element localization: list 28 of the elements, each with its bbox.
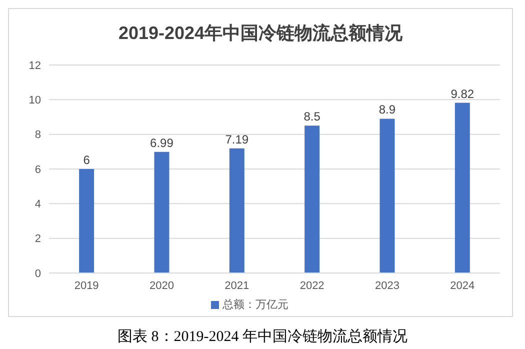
x-tick-label: 2019 [74, 280, 99, 292]
legend-label: 总额：万亿元 [222, 299, 288, 311]
y-tick-label: 12 [28, 60, 41, 72]
y-tick-label: 6 [34, 164, 41, 176]
bar [154, 152, 170, 273]
bar [304, 126, 320, 273]
chart-title: 2019-2024年中国冷链物流总额情况 [117, 22, 404, 45]
data-label: 8.5 [304, 110, 321, 124]
x-tick-label: 2024 [450, 280, 475, 292]
bar [454, 102, 470, 273]
y-tick-label: 0 [34, 268, 41, 280]
bar [79, 169, 94, 273]
y-tick-label: 2 [34, 233, 41, 246]
bar [380, 118, 395, 273]
x-tick-label: 2021 [224, 280, 250, 292]
x-tick-label: 2023 [375, 280, 400, 292]
y-tick-label: 4 [34, 198, 41, 211]
data-label: 8.9 [378, 102, 396, 117]
y-tick-label: 8 [34, 129, 41, 142]
data-label: 6 [83, 153, 90, 167]
x-tick-label: 2022 [300, 280, 324, 292]
x-tick-label: 2020 [150, 280, 174, 292]
bar [229, 148, 244, 273]
text: 图表 8：2019-2024 年中国冷链物流总额情况 [116, 327, 408, 346]
data-label: 9.82 [450, 86, 474, 101]
y-tick-label: 10 [28, 94, 41, 107]
data-label: 6.99 [150, 136, 174, 150]
data-label: 7.19 [225, 132, 249, 146]
